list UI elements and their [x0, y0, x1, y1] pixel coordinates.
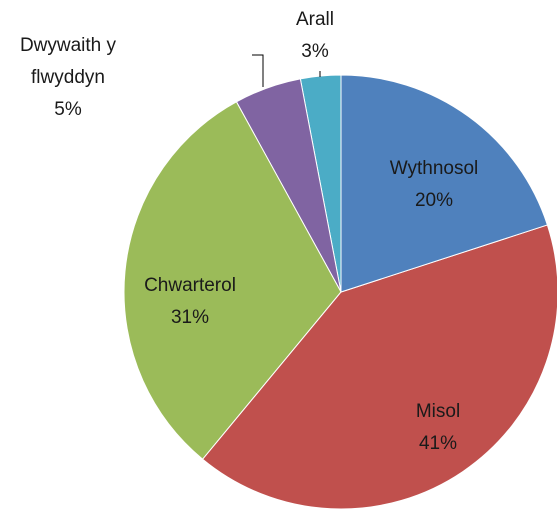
slice-label: Wythnosol 20%: [364, 153, 504, 217]
value-label: 41%: [418, 433, 458, 454]
slice-label: Dwywaith y flwyddyn 5%: [3, 30, 133, 126]
slice-label: Chwarterol 31%: [110, 270, 270, 334]
category-label: Arall: [295, 9, 334, 30]
category-label: Misol: [415, 401, 461, 422]
pie-slice: [201, 224, 557, 510]
leader-line: [252, 54, 264, 87]
slice-label: Arall 3%: [265, 4, 365, 68]
value-label: 20%: [414, 190, 454, 211]
pie-slice: [123, 101, 342, 460]
category-label: Dwywaith y flwyddyn: [19, 35, 117, 88]
value-label: 5%: [54, 99, 82, 120]
category-label: Chwarterol: [144, 275, 236, 296]
slice-label: Misol 41%: [368, 396, 508, 460]
category-label: Wythnosol: [389, 158, 479, 179]
value-label: 3%: [301, 41, 329, 62]
value-label: 31%: [170, 307, 210, 328]
pie-slice: [340, 74, 549, 293]
